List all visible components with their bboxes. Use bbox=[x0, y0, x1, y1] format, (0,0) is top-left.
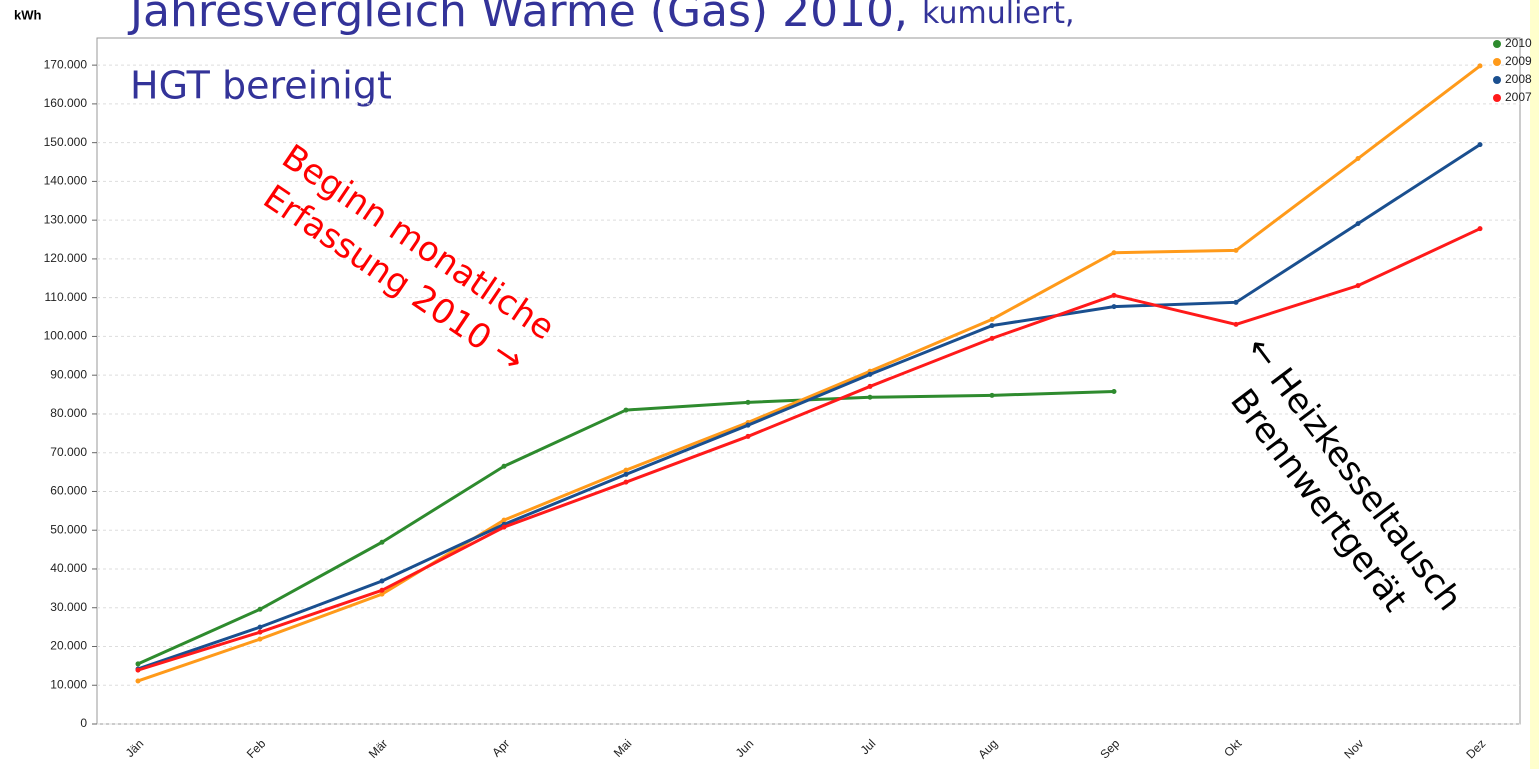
data-point bbox=[745, 399, 751, 405]
data-point bbox=[1111, 388, 1117, 394]
y-tick-label: 150.000 bbox=[44, 135, 88, 149]
y-tick-label: 30.000 bbox=[50, 600, 87, 614]
y-tick-label: 80.000 bbox=[50, 406, 87, 420]
title-suffix: kumuliert, bbox=[922, 0, 1074, 31]
data-point bbox=[1477, 142, 1483, 148]
data-point bbox=[501, 517, 507, 523]
series-line bbox=[137, 143, 1481, 671]
data-point bbox=[1355, 221, 1361, 227]
data-point bbox=[1111, 250, 1117, 256]
title-line2: HGT bereinigt bbox=[130, 64, 392, 108]
y-tick-label: 10.000 bbox=[50, 677, 87, 691]
data-point bbox=[989, 335, 995, 341]
y-tick-label: 110.000 bbox=[45, 290, 88, 304]
data-point bbox=[989, 392, 995, 398]
y-tick-label: 70.000 bbox=[50, 445, 87, 459]
data-point bbox=[1355, 283, 1361, 289]
data-point bbox=[1477, 63, 1483, 69]
y-tick-label: 60.000 bbox=[50, 484, 87, 498]
legend-label: 2009 bbox=[1505, 54, 1532, 68]
data-point bbox=[989, 316, 995, 322]
data-point bbox=[257, 606, 263, 612]
data-point bbox=[379, 539, 385, 545]
data-point bbox=[1477, 226, 1483, 232]
data-point bbox=[623, 471, 629, 477]
data-point bbox=[379, 587, 385, 593]
chart-title: Jahresvergleich Wärme (Gas) 2010, kumuli… bbox=[127, 0, 1075, 37]
x-tick-label: Okt bbox=[1221, 736, 1245, 760]
legend-label: 2007 bbox=[1505, 90, 1532, 104]
y-tick-label: 20.000 bbox=[50, 639, 87, 653]
plot-area bbox=[96, 37, 1521, 725]
data-point bbox=[745, 433, 751, 439]
y-tick-label: 120.000 bbox=[44, 251, 88, 265]
data-point bbox=[623, 467, 629, 473]
data-point bbox=[501, 463, 507, 469]
x-tick-label: Sep bbox=[1097, 736, 1122, 761]
data-point bbox=[257, 636, 263, 642]
title-main: Jahresvergleich Wärme (Gas) 2010, bbox=[127, 0, 908, 37]
y-tick-label: 170.000 bbox=[44, 57, 88, 71]
data-point bbox=[1233, 299, 1239, 305]
y-tick-label: 130.000 bbox=[44, 212, 88, 226]
legend-marker bbox=[1493, 94, 1501, 102]
x-tick-label: Mär bbox=[366, 736, 391, 761]
data-point bbox=[257, 629, 263, 635]
data-point bbox=[867, 371, 873, 377]
y-tick-label: 0 bbox=[80, 716, 87, 730]
y-tick-label: 90.000 bbox=[50, 367, 87, 381]
x-tick-label: Jul bbox=[858, 736, 879, 757]
legend-label: 2008 bbox=[1505, 72, 1532, 86]
legend-label: 2010 bbox=[1505, 36, 1532, 50]
x-tick-label: Nov bbox=[1341, 736, 1366, 761]
slide-edge bbox=[1530, 0, 1539, 769]
data-point bbox=[745, 422, 751, 428]
data-point bbox=[867, 383, 873, 389]
x-tick-label: Aug bbox=[975, 736, 1000, 761]
x-tick-label: Mai bbox=[611, 736, 635, 760]
series-line bbox=[137, 64, 1481, 683]
data-point bbox=[989, 323, 995, 329]
x-tick-label: Dez bbox=[1463, 736, 1488, 761]
x-tick-label: Jun bbox=[733, 736, 757, 760]
data-point bbox=[1111, 304, 1117, 310]
x-tick-label: Jän bbox=[123, 736, 147, 760]
data-point bbox=[135, 667, 141, 673]
y-tick-label: 160.000 bbox=[44, 96, 88, 110]
data-point bbox=[623, 407, 629, 413]
y-axis-label: kWh bbox=[14, 7, 42, 22]
data-point bbox=[1111, 292, 1117, 298]
data-point bbox=[623, 479, 629, 485]
data-point bbox=[867, 394, 873, 400]
legend-marker bbox=[1493, 40, 1501, 48]
data-point bbox=[379, 591, 385, 597]
data-point bbox=[135, 678, 141, 684]
data-point bbox=[1233, 321, 1239, 327]
legend-marker bbox=[1493, 58, 1501, 66]
data-point bbox=[379, 578, 385, 584]
legend-marker bbox=[1493, 76, 1501, 84]
y-tick-label: 50.000 bbox=[50, 522, 87, 536]
data-point bbox=[1355, 156, 1361, 162]
x-tick-label: Feb bbox=[244, 736, 269, 761]
data-point bbox=[135, 661, 141, 667]
x-tick-label: Apr bbox=[489, 736, 512, 759]
data-point bbox=[501, 524, 507, 530]
y-tick-label: 40.000 bbox=[50, 561, 87, 575]
y-tick-label: 100.000 bbox=[44, 329, 88, 343]
series-line bbox=[137, 227, 1481, 672]
data-point bbox=[257, 624, 263, 630]
data-point bbox=[1233, 247, 1239, 253]
y-tick-label: 140.000 bbox=[44, 174, 88, 188]
